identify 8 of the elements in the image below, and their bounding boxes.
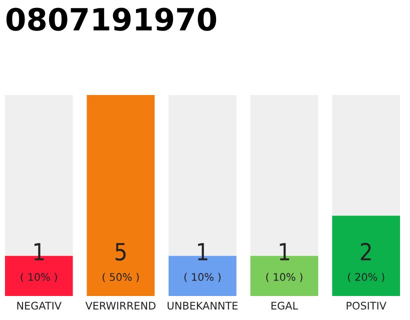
x-tick-label: UNBEKANNTE [168, 302, 238, 310]
x-tick-label: VERWIRREND [85, 302, 156, 310]
chart-title: 0807191970 [6, 8, 216, 31]
x-tick-label: EGAL [272, 302, 298, 310]
data-label: 2 ( 20% ) [348, 242, 384, 282]
x-tick-label: POSITIV [346, 302, 386, 310]
x-tick-label: NEGATIV [17, 302, 62, 310]
data-label: 5 ( 50% ) [102, 243, 139, 282]
